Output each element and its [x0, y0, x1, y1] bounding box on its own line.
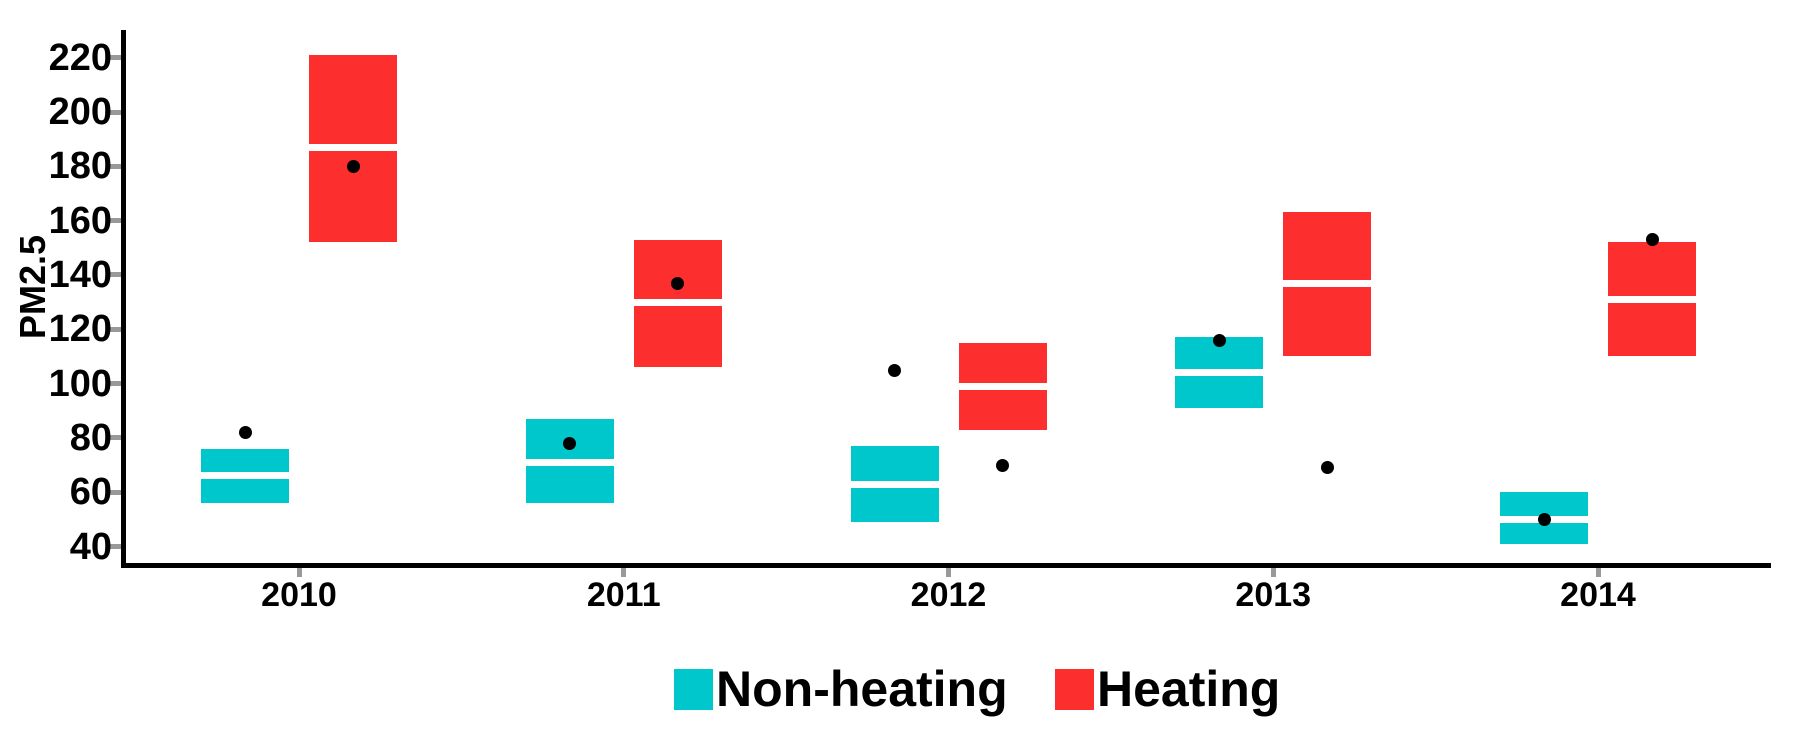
x-axis-line: [121, 563, 1771, 568]
crossbar-box-heating-2013: [1283, 212, 1372, 357]
y-axis-tick: [109, 381, 121, 387]
x-axis-tick: [1270, 568, 1276, 577]
x-tick-label: 2012: [910, 576, 987, 614]
y-axis-tick: [109, 272, 121, 278]
crossbar-box-heating-2012: [958, 342, 1047, 430]
plot-panel: PM2.5 40 60 80 100 120 140 160 180 200 220 2010 201…: [12, 30, 1771, 614]
mean-point-heating-2010: [346, 159, 360, 173]
mean-point-heating-2014: [1645, 233, 1659, 247]
y-tick-label: 80: [69, 416, 112, 459]
crossbar-box-non-heating-2012: [850, 446, 939, 523]
y-tick-label: 40: [69, 525, 112, 568]
median-line: [525, 458, 614, 466]
median-line: [1283, 279, 1372, 287]
y-tick-label: 180: [48, 145, 112, 188]
y-axis-tick: [109, 218, 121, 224]
median-line: [1175, 369, 1264, 377]
y-tick-label: 120: [48, 308, 112, 351]
crossbar-box-non-heating-2011: [525, 418, 614, 504]
mean-point-non-heating-2013: [1212, 333, 1226, 347]
x-axis-tick: [1595, 568, 1601, 577]
y-axis-tick: [109, 55, 121, 61]
y-axis-line: [121, 30, 126, 568]
crossbar-box-non-heating-2010: [201, 448, 289, 504]
y-tick-label: 100: [48, 362, 112, 405]
y-axis-tick: [109, 489, 121, 495]
legend-item-non-heating: Non-heating: [674, 663, 1008, 715]
mean-point-heating-2012: [996, 458, 1009, 472]
median-line: [1608, 295, 1696, 303]
y-axis-tick: [109, 163, 121, 169]
mean-point-non-heating-2011: [563, 436, 577, 450]
y-axis-tick: [109, 326, 121, 332]
mean-point-heating-2011: [671, 276, 685, 290]
y-axis-tick: [109, 109, 121, 115]
y-tick-label: 200: [48, 91, 112, 133]
median-line: [958, 382, 1047, 390]
legend-swatch-non-heating: [674, 668, 713, 710]
legend-swatch-heating: [1055, 668, 1094, 710]
crossbar-box-heating-2014: [1608, 242, 1696, 357]
y-tick-label: 160: [48, 199, 112, 242]
x-axis-tick: [946, 568, 951, 577]
y-tick-label: 140: [48, 253, 112, 296]
crossbar-box-non-heating-2013: [1175, 337, 1264, 408]
mean-point-non-heating-2010: [238, 425, 252, 439]
median-line: [309, 143, 397, 151]
mean-point-non-heating-2012: [888, 363, 901, 377]
x-tick-label: 2010: [261, 576, 337, 614]
legend-item-heating: Heating: [1055, 663, 1280, 715]
x-axis-tick: [621, 568, 627, 577]
legend-label-heating: Heating: [1097, 661, 1281, 717]
mean-point-non-heating-2014: [1537, 512, 1551, 526]
y-axis-tick: [109, 544, 121, 550]
x-axis-tick: [296, 568, 302, 577]
x-tick-label: 2013: [1235, 576, 1312, 614]
median-line: [201, 472, 289, 480]
legend: Non-heating Heating: [0, 0, 1800, 715]
median-line: [633, 298, 722, 306]
crossbar-box-heating-2010: [309, 54, 397, 243]
y-axis-tick: [109, 435, 121, 441]
median-line: [850, 480, 939, 488]
legend-label-non-heating: Non-heating: [716, 661, 1008, 717]
y-tick-label: 220: [48, 36, 112, 79]
crossbar-box-heating-2011: [633, 239, 722, 368]
mean-point-heating-2013: [1320, 461, 1334, 475]
x-tick-label: 2014: [1560, 576, 1636, 614]
x-tick-label: 2011: [586, 576, 661, 614]
y-tick-label: 60: [69, 471, 112, 514]
